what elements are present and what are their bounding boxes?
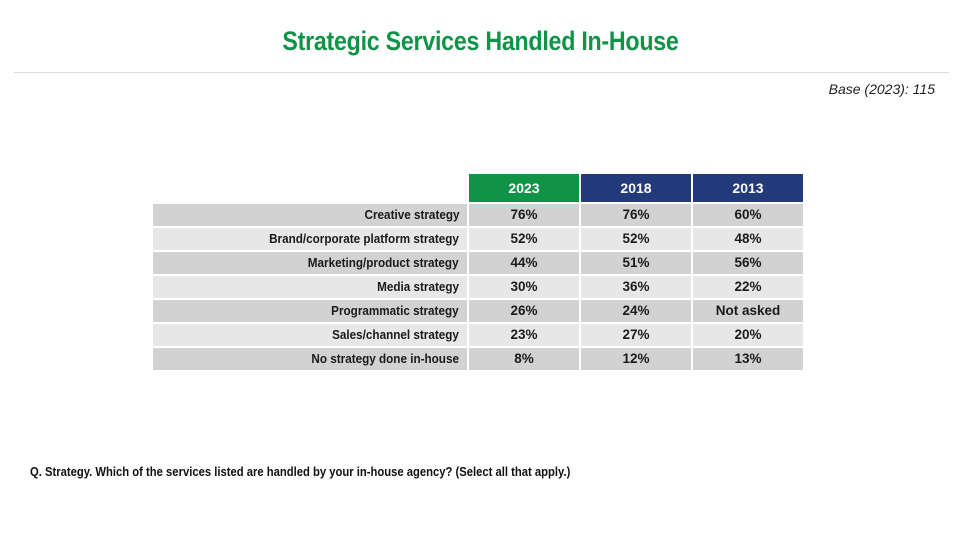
cell-2018: 36% bbox=[581, 276, 691, 298]
cell-2023: 76% bbox=[469, 204, 579, 226]
column-header-2013: 2013 bbox=[693, 174, 803, 202]
cell-2023: 44% bbox=[469, 252, 579, 274]
cell-2018: 27% bbox=[581, 324, 691, 346]
cell-2018: 24% bbox=[581, 300, 691, 322]
table-row: Creative strategy 76% 76% 60% bbox=[153, 204, 804, 226]
table-row: Sales/channel strategy 23% 27% 20% bbox=[153, 324, 804, 346]
cell-2018: 52% bbox=[581, 228, 691, 250]
cell-2013: 48% bbox=[693, 228, 803, 250]
cell-2013: 13% bbox=[693, 348, 803, 370]
row-label: Brand/corporate platform strategy bbox=[153, 228, 467, 250]
cell-2023: 26% bbox=[469, 300, 579, 322]
row-label: Creative strategy bbox=[153, 204, 467, 226]
page-title: Strategic Services Handled In-House bbox=[282, 26, 679, 56]
column-header-2018: 2018 bbox=[581, 174, 691, 202]
cell-2023: 23% bbox=[469, 324, 579, 346]
cell-2013: Not asked bbox=[693, 300, 803, 322]
survey-question: Q. Strategy. Which of the services liste… bbox=[30, 465, 571, 479]
cell-2018: 76% bbox=[581, 204, 691, 226]
results-table: 2023 2018 2013 Creative strategy 76% 76%… bbox=[153, 174, 804, 372]
table-header-row: 2023 2018 2013 bbox=[153, 174, 804, 202]
cell-2018: 12% bbox=[581, 348, 691, 370]
cell-2023: 8% bbox=[469, 348, 579, 370]
cell-2013: 56% bbox=[693, 252, 803, 274]
table-row: Media strategy 30% 36% 22% bbox=[153, 276, 804, 298]
row-label: Programmatic strategy bbox=[153, 300, 467, 322]
cell-2013: 22% bbox=[693, 276, 803, 298]
cell-2023: 30% bbox=[469, 276, 579, 298]
column-header-2023: 2023 bbox=[469, 174, 579, 202]
cell-2013: 60% bbox=[693, 204, 803, 226]
cell-2013: 20% bbox=[693, 324, 803, 346]
table-row: Brand/corporate platform strategy 52% 52… bbox=[153, 228, 804, 250]
title-divider bbox=[14, 72, 949, 73]
cell-2023: 52% bbox=[469, 228, 579, 250]
row-label: Media strategy bbox=[153, 276, 467, 298]
table-row: Marketing/product strategy 44% 51% 56% bbox=[153, 252, 804, 274]
row-label: Sales/channel strategy bbox=[153, 324, 467, 346]
cell-2018: 51% bbox=[581, 252, 691, 274]
row-label: No strategy done in-house bbox=[153, 348, 467, 370]
row-label: Marketing/product strategy bbox=[153, 252, 467, 274]
table-row: No strategy done in-house 8% 12% 13% bbox=[153, 348, 804, 370]
table-row: Programmatic strategy 26% 24% Not asked bbox=[153, 300, 804, 322]
base-note: Base (2023): 115 bbox=[828, 81, 935, 97]
header-spacer bbox=[153, 174, 467, 202]
